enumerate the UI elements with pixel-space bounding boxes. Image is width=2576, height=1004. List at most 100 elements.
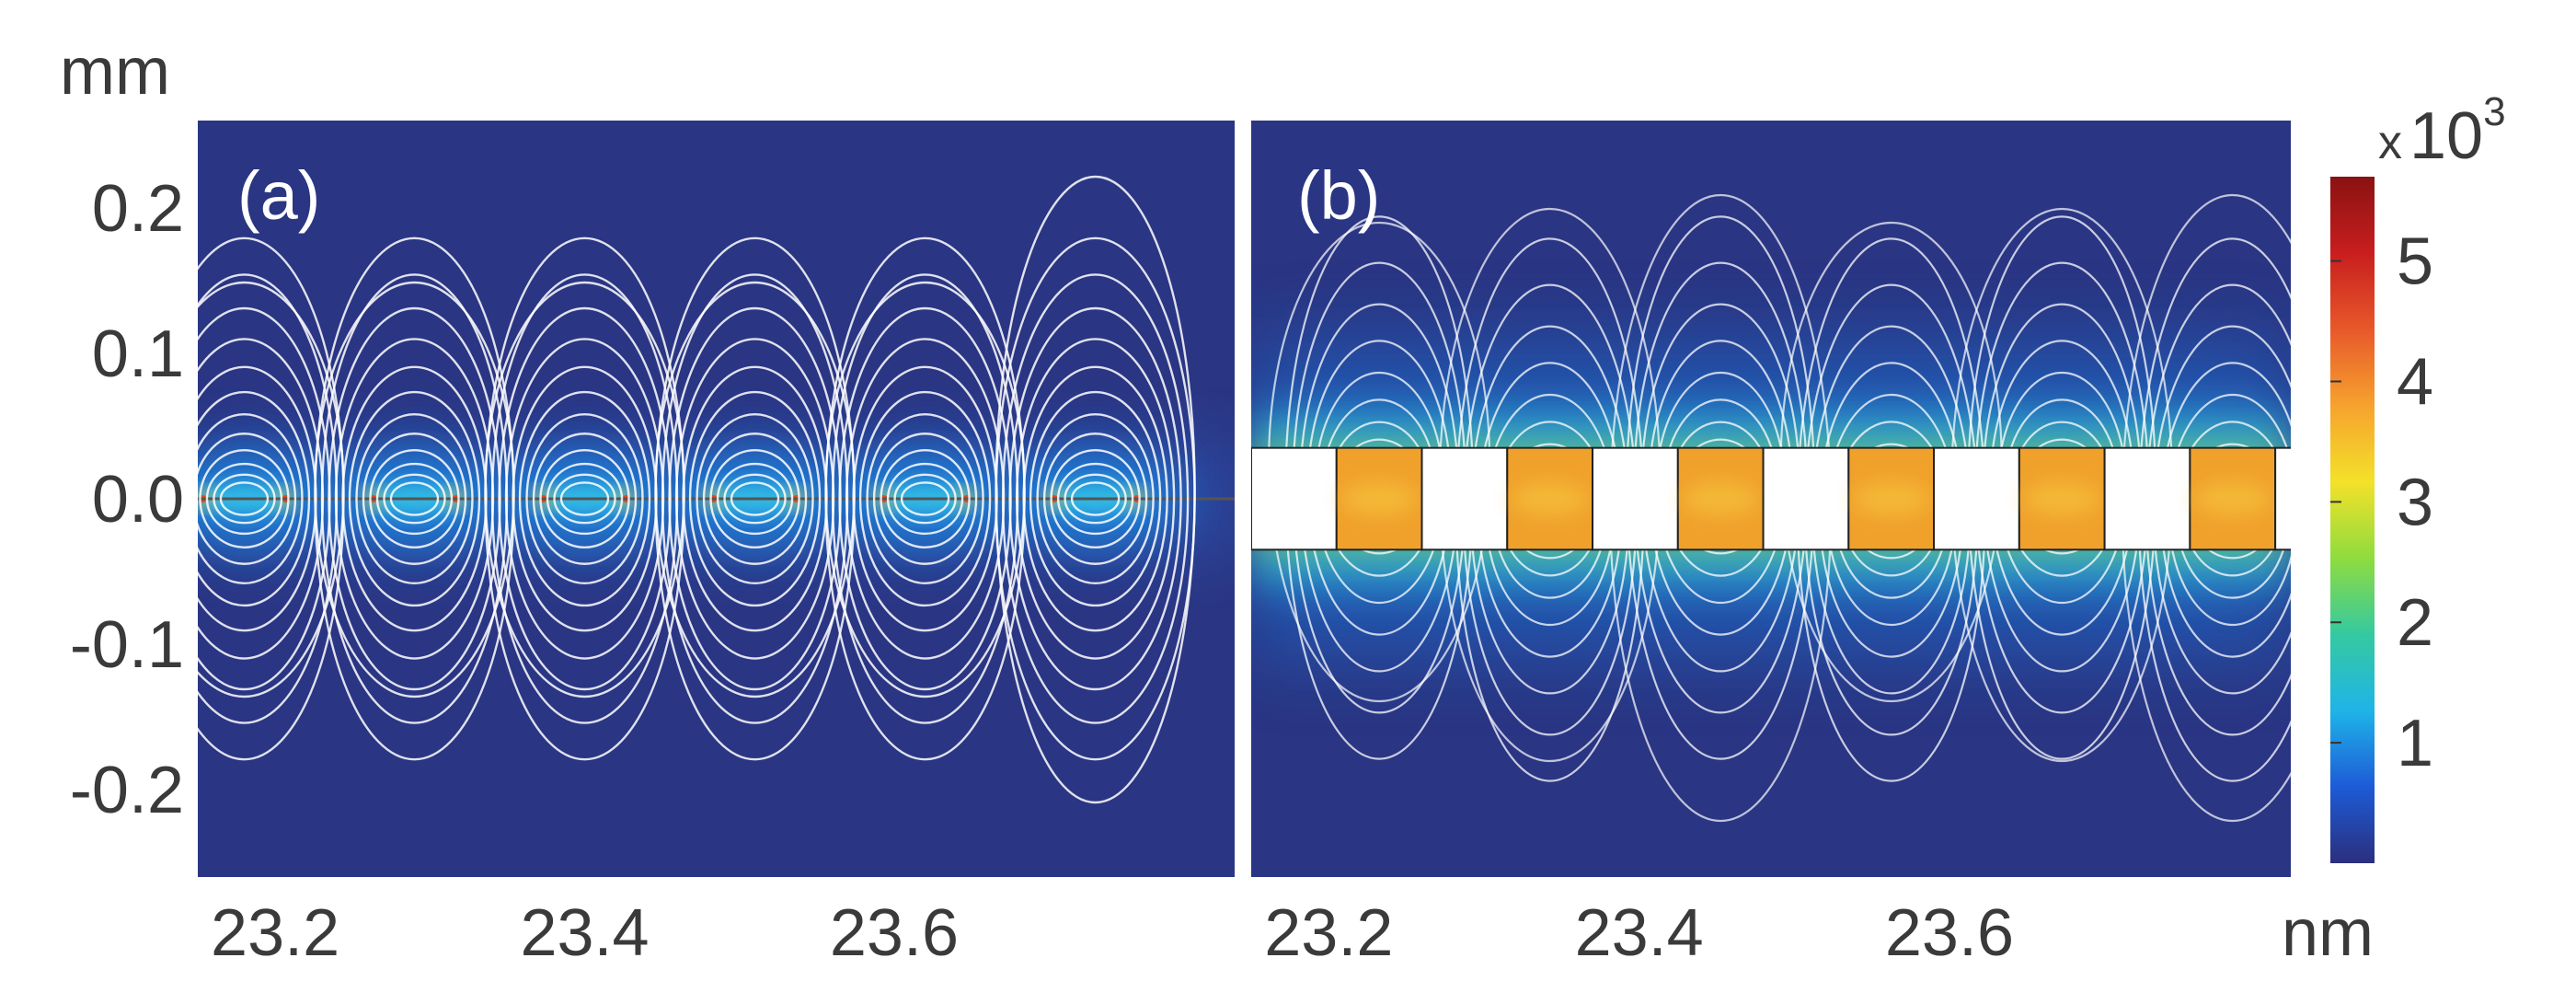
panel-b-contour (2502, 363, 2576, 656)
panel-a-contour (730, 481, 780, 516)
y-axis-ticks: 0.2 0.1 0.0 -0.1 -0.2 (70, 172, 184, 827)
colorbar-multiplier-prefix: x (2378, 116, 2402, 169)
y-tick-label: -0.2 (70, 754, 184, 827)
panel-b-grating-block (1251, 446, 1338, 551)
panel-a-contour (532, 433, 638, 565)
colorbar-multiplier: x 103 (2378, 89, 2506, 173)
colorbar-multiplier-exp: 3 (2483, 89, 2505, 134)
panel-a-contours (198, 175, 1196, 804)
panel-a-contour (702, 433, 808, 565)
panel-a-label: (a) (237, 157, 320, 234)
panel-a: (a) (198, 121, 1235, 877)
panel-b-grating-block (1420, 446, 1509, 551)
panel-b-grating-block (1933, 446, 2020, 551)
panel-b-x-axis-ticks: 23.2 23.4 23.6 (1264, 896, 2014, 970)
panel-a-contour (1001, 273, 1190, 724)
panel-a-contour (546, 462, 624, 536)
panel-a-contour (198, 390, 311, 607)
panel-b-gap-glow (2536, 482, 2576, 515)
panel-a-contour (995, 175, 1196, 804)
panel-a-contour (199, 449, 290, 549)
panel-a-contour (1070, 481, 1121, 516)
panel-a-contour (1022, 365, 1168, 632)
panel-a-contour (858, 390, 992, 607)
panel-b-x-tick-label: 23.4 (1575, 896, 1704, 970)
panel-b-grating-block (2103, 446, 2191, 551)
y-tick-label: -0.1 (70, 608, 184, 682)
panel-b-contour (2480, 238, 2576, 780)
panel-a-contour (709, 449, 800, 549)
panel-a-contour (1015, 338, 1176, 660)
panel-b-grating-block (2446, 448, 2532, 550)
x-axis-unit: nm (2282, 896, 2374, 970)
panel-a-x-axis-ticks: 23.2 23.4 23.6 (211, 896, 959, 970)
panel-b: (b) (1251, 121, 2576, 877)
panel-b-gap-glow (1852, 482, 1930, 515)
panel-a-contour (893, 473, 957, 525)
panel-b-contour (2488, 285, 2576, 735)
y-tick-label: 0.2 (92, 172, 184, 246)
panel-b-grating-gap (2531, 448, 2576, 550)
panel-a-x-tick-label: 23.6 (830, 896, 959, 970)
panel-b-gap-glow (2023, 482, 2100, 515)
panel-b-gap-glow (1511, 482, 1589, 515)
panel-a-contour (213, 473, 276, 525)
panel-a-contour (880, 449, 971, 549)
panel-a-x-tick-label: 23.4 (520, 896, 649, 970)
panel-a-x-tick-label: 23.2 (211, 896, 339, 970)
panel-a-contour (1029, 390, 1162, 607)
panel-a-contour (355, 413, 474, 585)
panel-a-contour (389, 481, 440, 516)
panel-a-contour (872, 433, 978, 565)
panel-b-x-tick-label: 23.2 (1264, 896, 1393, 970)
colorbar-ticks: 1 2 3 4 5 (2330, 225, 2433, 780)
panel-a-contour (1056, 462, 1134, 536)
panel-a-contour (205, 462, 283, 536)
colorbar-tick-label: 5 (2397, 225, 2433, 299)
panel-a-contour (723, 473, 787, 525)
panel-a-contour (1050, 449, 1141, 549)
panel-a-contour (559, 481, 610, 516)
panel-a-contour (198, 413, 304, 584)
panel-b-contour (2510, 395, 2576, 625)
panel-b-contour (2464, 209, 2576, 761)
colorbar-tick-label: 1 (2397, 707, 2433, 780)
panel-b-gap-glow (1682, 482, 1759, 515)
colorbar-tick-label: 3 (2397, 466, 2433, 539)
panel-a-contour (696, 413, 814, 585)
panel-a-contour (553, 473, 616, 525)
panel-a-contour (1008, 306, 1182, 691)
panel-a-contour (348, 390, 481, 607)
colorbar-multiplier-base: 10 (2409, 99, 2483, 173)
y-tick-label: 0.1 (92, 317, 184, 391)
panel-b-contour (2524, 444, 2576, 576)
panel-a-contour (518, 390, 651, 607)
panel-a-contour (900, 481, 950, 516)
y-axis-unit: mm (60, 35, 170, 109)
panel-a-contour (1064, 473, 1127, 525)
panel-a-contour (1042, 433, 1148, 565)
panel-b-contour (2532, 462, 2576, 559)
panel-a-contour (716, 462, 794, 536)
panel-b-label: (b) (1297, 157, 1380, 234)
panel-a-contour (688, 390, 822, 607)
panel-a-contour (886, 462, 964, 536)
panel-b-contour (2495, 327, 2576, 694)
panel-a-contour (198, 433, 297, 565)
panel-b-x-tick-label: 23.6 (1885, 896, 2014, 970)
panel-b-grating (1251, 446, 2576, 551)
panel-b-gap-glow (2194, 482, 2271, 515)
panel-a-contour (539, 449, 630, 549)
panel-b-grating-block (1592, 446, 1679, 551)
panel-a-contour (383, 473, 446, 525)
panel-b-contour (2517, 421, 2576, 597)
y-tick-label: 0.0 (92, 463, 184, 537)
panel-b-grating-block (1762, 446, 1850, 551)
panel-b-grating-block (2274, 446, 2291, 551)
panel-b-gap-glow (1340, 482, 1418, 515)
panel-a-contour (375, 462, 454, 536)
colorbar-gradient (2330, 177, 2375, 863)
colorbar-tick-label: 2 (2397, 586, 2433, 660)
